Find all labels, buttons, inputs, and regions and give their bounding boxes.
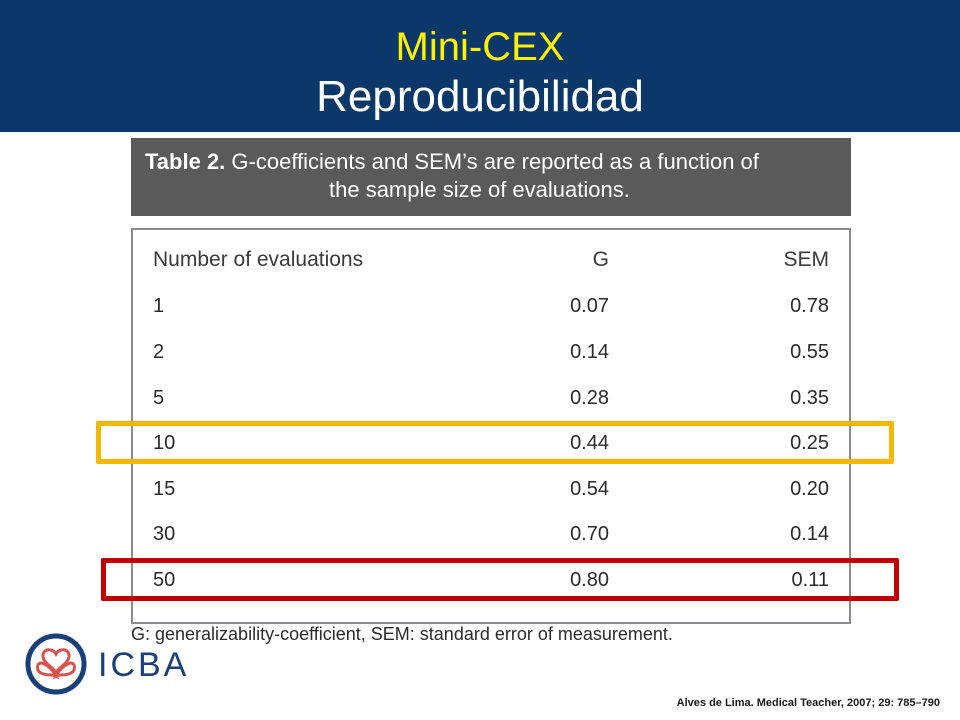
table-caption-label: Table 2. — [145, 149, 226, 174]
cell-sem: 0.14 — [790, 523, 829, 545]
cell-evaluations: 30 — [153, 523, 176, 545]
cell-evaluations: 1 — [153, 295, 165, 317]
cell-evaluations: 5 — [153, 387, 165, 409]
highlight-row-10 — [96, 421, 894, 464]
cell-g: 0.70 — [570, 523, 609, 545]
table-footnote: G: generalizability-coefficient, SEM: st… — [131, 624, 673, 644]
header-g: G — [592, 248, 609, 271]
cell-g: 0.14 — [570, 341, 609, 363]
cell-g: 0.44 — [570, 432, 609, 454]
citation: Alves de Lima. Medical Teacher, 2007; 29… — [676, 697, 940, 709]
cell-sem: 0.20 — [790, 478, 829, 500]
cell-g: 0.54 — [570, 478, 609, 500]
slide-header: Mini-CEX Reproducibilidad — [0, 0, 960, 132]
cell-sem: 0.11 — [791, 569, 829, 591]
cell-evaluations: 15 — [153, 478, 176, 500]
cell-sem: 0.35 — [790, 387, 829, 409]
cell-g: 0.80 — [570, 569, 609, 591]
slide-subtitle: Reproducibilidad — [316, 72, 644, 121]
hearts-logo-icon — [25, 633, 87, 695]
table-caption: Table 2. G-coefficients and SEM’s are re… — [131, 138, 851, 216]
cell-evaluations: 2 — [153, 341, 165, 363]
highlight-row-50 — [101, 558, 899, 601]
cell-evaluations: 10 — [153, 432, 176, 454]
cell-sem: 0.78 — [790, 295, 829, 317]
logo-text: ICBA — [98, 646, 190, 684]
table-caption-line1: Table 2. G-coefficients and SEM’s are re… — [145, 148, 759, 176]
cell-evaluations: 50 — [153, 569, 176, 591]
table-caption-line2: the sample size of evaluations. — [329, 177, 630, 202]
header-number-of-evaluations: Number of evaluations — [153, 248, 364, 271]
cell-sem: 0.55 — [790, 341, 829, 363]
slide-title: Mini-CEX — [395, 25, 565, 69]
cell-g: 0.28 — [570, 387, 609, 409]
cell-g: 0.07 — [570, 295, 609, 317]
table-caption-text1: G-coefficients and SEM’s are reported as… — [225, 149, 759, 174]
header-sem: SEM — [783, 248, 829, 271]
cell-sem: 0.25 — [790, 432, 829, 454]
